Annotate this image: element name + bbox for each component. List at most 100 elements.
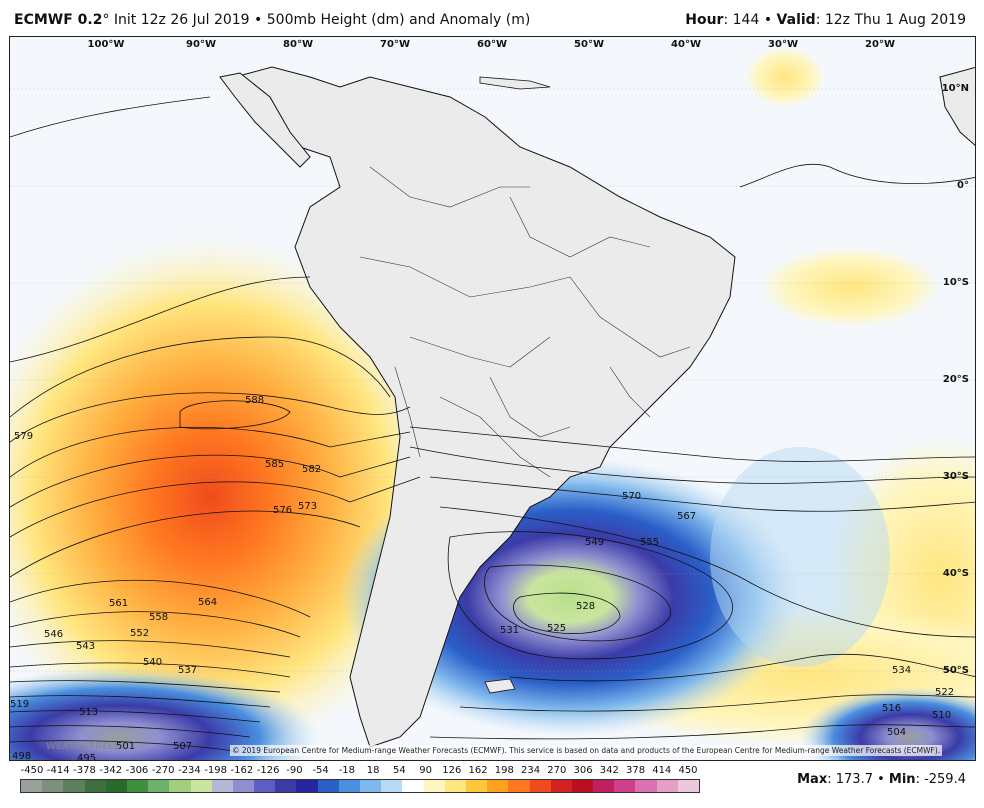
contour-label: 561 xyxy=(109,598,128,609)
colorbar-swatch xyxy=(444,780,466,792)
header: ECMWF 0.2° Init 12z 26 Jul 2019 • 500mb … xyxy=(0,0,984,36)
anomaly-positive-north xyxy=(745,47,825,107)
colorbar-tick-label: -342 xyxy=(99,765,123,776)
africa-coast xyxy=(939,67,975,146)
contour-label: 588 xyxy=(245,395,264,406)
colorbar-tick-label: 126 xyxy=(442,765,462,776)
colorbar-swatch xyxy=(169,780,191,792)
contour-labels: 588 585 582 579 576 573 570 567 564 561 … xyxy=(10,395,954,761)
colorbar-tick-label: -414 xyxy=(46,765,70,776)
min-label: Min xyxy=(888,772,916,787)
title-right: Hour: 144 • Valid: 12z Thu 1 Aug 2019 xyxy=(685,12,966,28)
lat-label: 20°S xyxy=(942,374,969,385)
lat-label: 10°S xyxy=(942,277,969,288)
contour-label: 534 xyxy=(892,665,911,676)
copyright-notice: © 2019 European Centre for Medium-range … xyxy=(230,745,943,756)
contour-label: 573 xyxy=(298,501,317,512)
colorbar-tick-label: -198 xyxy=(204,765,228,776)
contour-label: 567 xyxy=(677,511,696,522)
contour-label: 543 xyxy=(76,641,95,652)
hour-value: 144 xyxy=(732,12,760,28)
contour-label: 516 xyxy=(882,703,901,714)
lat-label: 30°S xyxy=(942,471,969,482)
lat-label: 0° xyxy=(957,180,969,191)
colorbar-tick-label: -90 xyxy=(286,765,303,776)
contour-label: 549 xyxy=(585,537,604,548)
field-name: 500mb Height (dm) and Anomaly (m) xyxy=(266,12,531,28)
max-value: 173.7 xyxy=(835,772,873,787)
colorbar-tick-label: -234 xyxy=(178,765,201,776)
lon-label: 40°W xyxy=(671,39,701,50)
lon-label: 30°W xyxy=(768,39,798,50)
height-contours xyxy=(10,96,975,753)
colorbar-tick-label: 234 xyxy=(521,765,541,776)
colorbar-tick-label: -18 xyxy=(338,765,356,776)
colorbar-swatch xyxy=(465,780,488,792)
contour-label: 585 xyxy=(265,459,284,470)
colorbar-tick-label: -450 xyxy=(20,765,44,776)
lat-label: 50°S xyxy=(942,665,969,676)
colorbar-swatch xyxy=(487,780,509,792)
forecast-map: 588 585 582 579 576 573 570 567 564 561 … xyxy=(9,36,976,761)
colorbar-swatch xyxy=(360,780,382,792)
colorbar-swatch xyxy=(148,780,170,792)
weatherbell-logo: WEATHERBELL xyxy=(46,742,120,752)
colorbar-tick-label: 198 xyxy=(494,765,514,776)
colorbar-swatch xyxy=(529,780,551,792)
colorbar-tick-label: -162 xyxy=(230,765,254,776)
contour-label: 564 xyxy=(198,597,217,608)
colorbar-swatch xyxy=(614,780,636,792)
colorbar-swatch xyxy=(232,780,255,792)
colorbar-swatch xyxy=(275,780,297,792)
hour-label: Hour xyxy=(685,12,724,28)
contour-label: 528 xyxy=(576,601,595,612)
lon-label: 60°W xyxy=(477,39,507,50)
lat-label: 40°S xyxy=(942,568,969,579)
colorbar-tick-label: 378 xyxy=(625,765,646,776)
max-min-readout: Max: 173.7 • Min: -259.4 xyxy=(797,772,966,787)
colorbar-swatch xyxy=(317,780,339,792)
colorbar-swatch xyxy=(190,780,212,792)
colorbar-swatch xyxy=(402,780,424,792)
contour-label: 510 xyxy=(932,710,951,721)
colorbar-tick-label: 18 xyxy=(366,765,380,776)
colorbar-tick-label: 414 xyxy=(652,765,672,776)
contour-label: 555 xyxy=(640,537,659,548)
colorbar-swatch xyxy=(508,780,530,792)
lon-label: 20°W xyxy=(865,39,895,50)
anomaly-high-pacific xyxy=(10,237,450,757)
caribbean-islands xyxy=(479,76,551,90)
contour-label: 558 xyxy=(149,612,168,623)
colorbar-tick-label: 342 xyxy=(599,765,619,776)
lat-label: 10°N xyxy=(941,83,969,94)
colorbar-tick-label: 54 xyxy=(392,765,406,776)
contour-label: 582 xyxy=(302,464,321,475)
colorbar-swatch xyxy=(381,780,403,792)
contour-label: 540 xyxy=(143,657,162,668)
contour-label: 507 xyxy=(173,741,192,752)
colorbar-swatch xyxy=(42,780,64,792)
contour-label: 552 xyxy=(130,628,149,639)
colorbar-swatch xyxy=(423,780,445,792)
central-america-land xyxy=(219,72,311,168)
model-name: ECMWF 0.2 xyxy=(14,12,103,28)
colorbar-swatch xyxy=(84,780,106,792)
title-left: ECMWF 0.2° Init 12z 26 Jul 2019 • 500mb … xyxy=(14,12,531,28)
colorbar-swatch xyxy=(593,780,615,792)
contour-label: 579 xyxy=(14,431,33,442)
colorbar-tick-label: 306 xyxy=(573,765,593,776)
anomaly-low-east xyxy=(710,447,890,667)
contour-label: 531 xyxy=(500,625,519,636)
colorbar-swatch xyxy=(105,780,127,792)
colorbar-swatch xyxy=(63,780,85,792)
contour-label: 498 xyxy=(12,751,31,761)
colorbar-swatch xyxy=(635,780,657,792)
contour-label: 501 xyxy=(116,741,135,752)
colorbar-swatch xyxy=(211,780,233,792)
colorbar-swatch xyxy=(338,780,360,792)
colorbar-tick-label: -270 xyxy=(151,765,175,776)
contour-label: 504 xyxy=(887,727,906,738)
map-canvas: 588 585 582 579 576 573 570 567 564 561 … xyxy=(10,47,975,761)
colorbar-tick-label: -306 xyxy=(125,765,149,776)
contour-label: 525 xyxy=(547,623,566,634)
